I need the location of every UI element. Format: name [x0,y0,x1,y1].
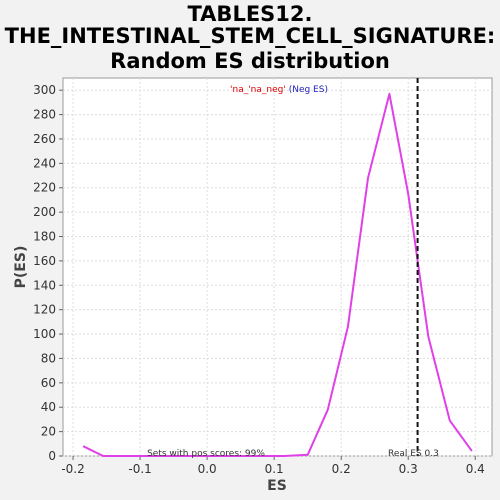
pos-scores-note: Sets with pos scores: 99% [147,449,265,459]
chart-title-line-2: THE_INTESTINAL_STEM_CELL_SIGNATURE: [5,24,496,48]
y-tick-label: 40 [41,400,56,414]
legend: 'na_'na_neg' (Neg ES) [230,85,328,95]
y-tick-label: 260 [33,132,56,146]
chart-title-line-1: TABLES12. [187,2,312,26]
y-tick-label: 100 [33,327,56,341]
y-tick-label: 180 [33,230,56,244]
y-tick-label: 160 [33,254,56,268]
y-tick-label: 60 [41,376,56,390]
x-tick-label: 0.1 [265,462,284,476]
real-es-label: Real ES 0.3 [388,449,439,459]
x-tick-label: -0.1 [128,462,151,476]
y-tick-label: 140 [33,278,56,292]
x-tick-label: 0.0 [198,462,217,476]
x-tick-label: 0.4 [466,462,485,476]
axis-ticks: 0 20 40 60 80 100 120 140 160 180 200 220 240 260 280 3… [33,83,485,476]
y-axis-title: P(ES) [13,246,29,289]
plot-area [62,77,493,457]
y-tick-label: 240 [33,156,56,170]
es-distribution-line [82,92,473,457]
y-tick-label: 220 [33,181,56,195]
x-tick-label: 0.3 [399,462,418,476]
y-tick-label: 120 [33,303,56,317]
legend-neg-es-label: (Neg ES) [286,85,328,95]
x-tick-label: -0.2 [61,462,84,476]
x-tick-label: 0.2 [332,462,351,476]
y-tick-label: 20 [41,425,56,439]
x-axis-title: ES [267,478,287,494]
y-tick-label: 300 [33,83,56,97]
y-tick-label: 80 [41,351,56,365]
y-tick-label: 200 [33,205,56,219]
chart-title-line-3: Random ES distribution [110,49,390,73]
y-tick-label: 0 [48,449,56,463]
series-layer [82,92,473,457]
y-tick-label: 280 [33,108,56,122]
legend-gene-set-name: 'na_'na_neg' [230,85,286,95]
